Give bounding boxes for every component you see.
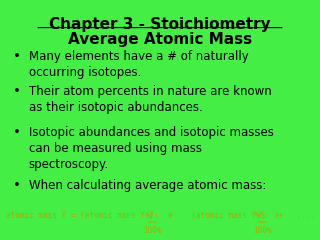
- Text: 100%: 100%: [143, 226, 162, 235]
- Text: •: •: [13, 179, 21, 192]
- Text: +    (atomic mass Y₂)  x: + (atomic mass Y₂) x: [159, 211, 289, 220]
- Text: Average Atomic Mass: Average Atomic Mass: [68, 32, 252, 48]
- Text: •: •: [13, 126, 21, 139]
- Text: atomic mass Y = (atomic mass Y₁)   x: atomic mass Y = (atomic mass Y₁) x: [6, 211, 182, 220]
- Text: •: •: [13, 50, 21, 63]
- Text: Chapter 3 - Stoichiometry: Chapter 3 - Stoichiometry: [49, 17, 271, 32]
- Text: %Y₂: %Y₂: [255, 211, 269, 220]
- Text: When calculating average atomic mass:: When calculating average atomic mass:: [29, 179, 266, 192]
- Text: %Y₁: %Y₁: [146, 211, 159, 220]
- Text: Many elements have a # of naturally
occurring isotopes.: Many elements have a # of naturally occu…: [29, 50, 249, 79]
- Text: •: •: [13, 85, 21, 98]
- Text: Isotopic abundances and isotopic masses
can be measured using mass
spectroscopy.: Isotopic abundances and isotopic masses …: [29, 126, 274, 171]
- Text: 100%: 100%: [253, 226, 271, 235]
- Text: +   ....: + ....: [269, 211, 315, 220]
- Text: Their atom percents in nature are known
as their isotopic abundances.: Their atom percents in nature are known …: [29, 85, 272, 114]
